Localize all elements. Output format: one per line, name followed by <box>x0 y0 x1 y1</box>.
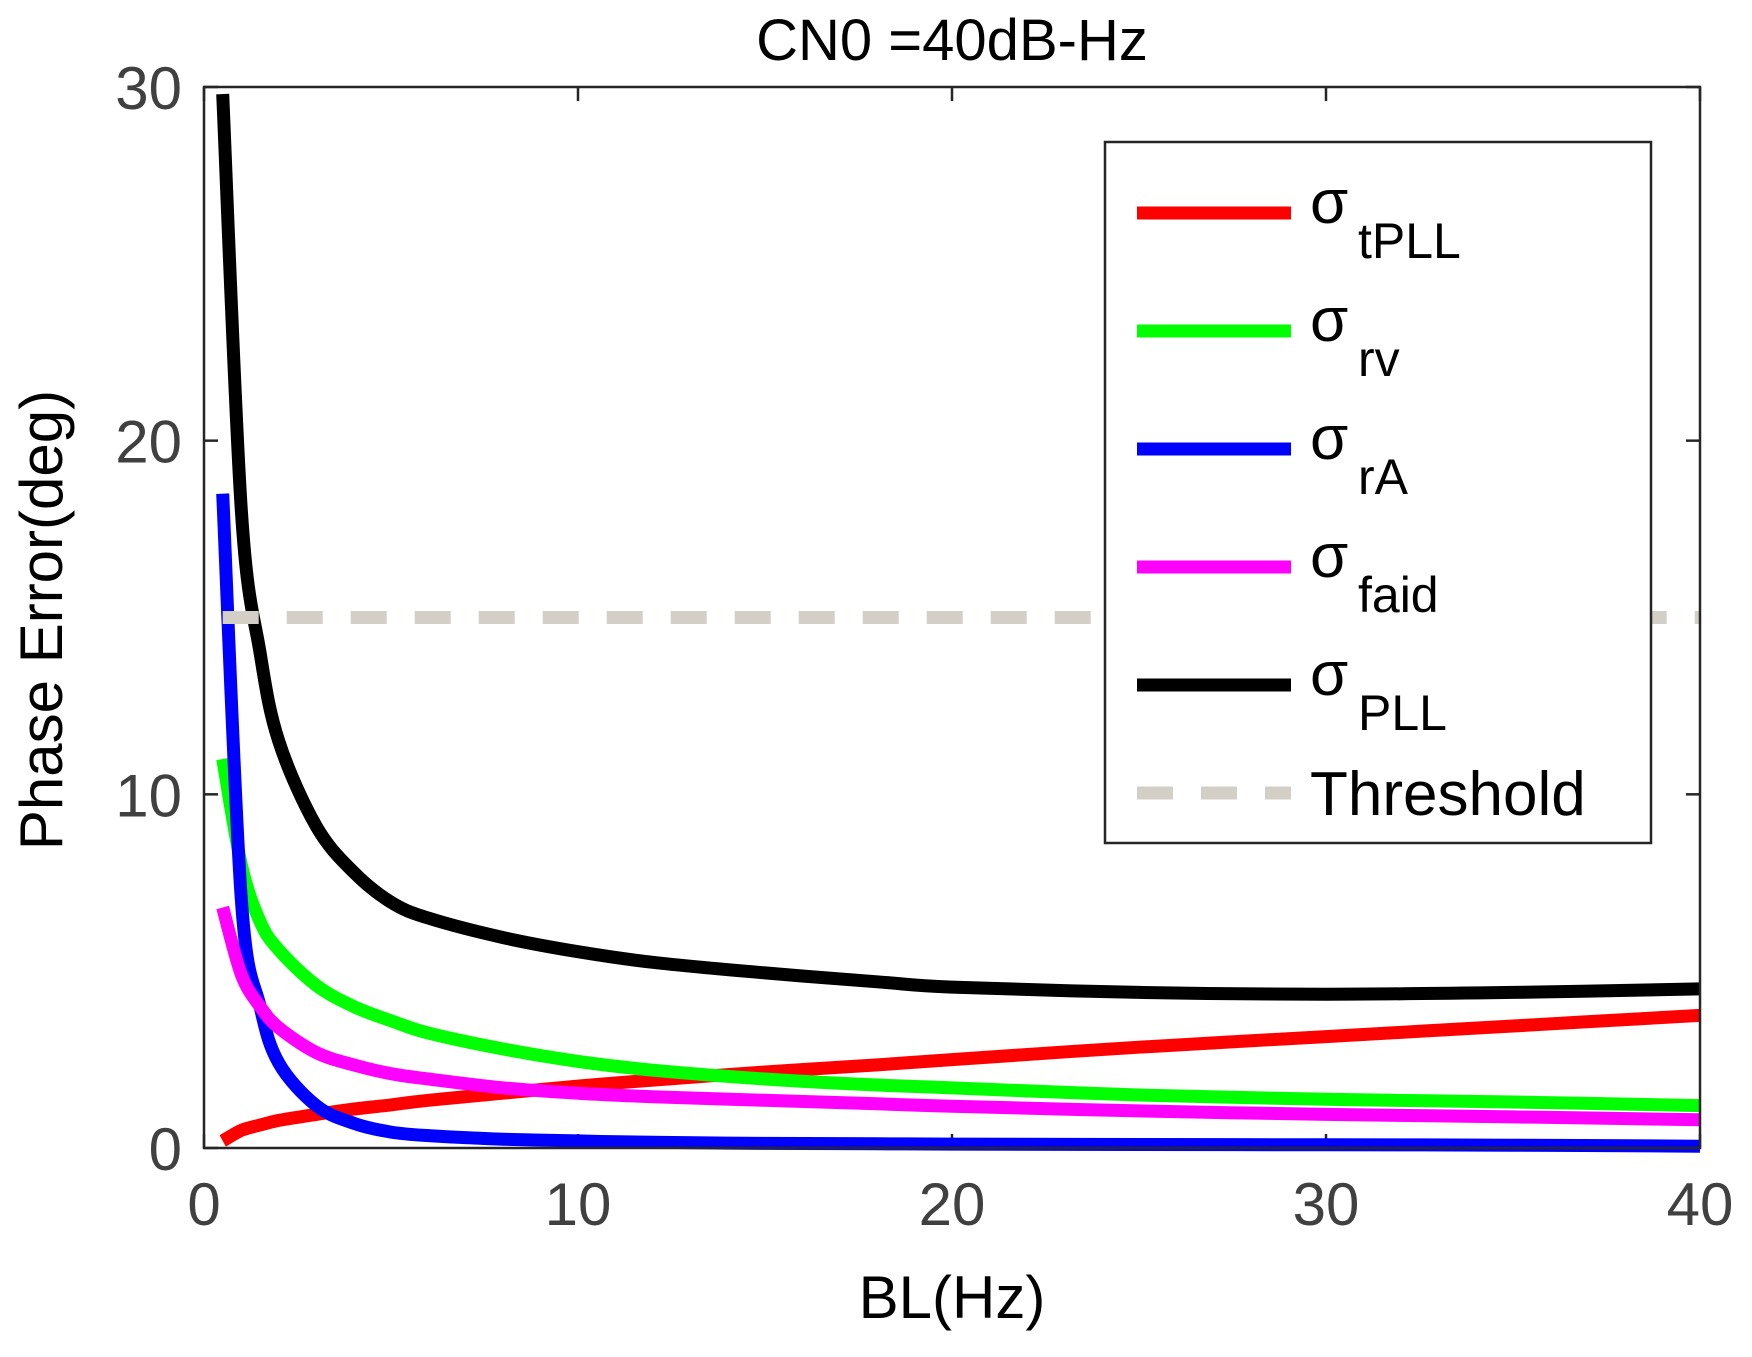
legend-subscript-pll: PLL <box>1358 685 1447 741</box>
x-tick-label: 30 <box>1293 1171 1360 1238</box>
series-line-rv <box>216 757 1701 1113</box>
plot-area-frame <box>202 85 1702 1150</box>
series-line-faid <box>216 905 1701 1127</box>
legend-subscript-tpll: tPLL <box>1358 213 1461 269</box>
axis-ticks: 0 10 20 30 40 0 10 20 30 <box>115 55 1733 1238</box>
x-tick-label: 0 <box>187 1171 220 1238</box>
legend-subscript-faid: faid <box>1358 567 1439 623</box>
legend-box <box>1103 140 1653 845</box>
y-tick-label: 0 <box>149 1116 182 1183</box>
x-tick-label: 10 <box>545 1171 612 1238</box>
series-line-tpll <box>219 1008 1701 1147</box>
y-tick-label: 20 <box>115 409 182 476</box>
x-tick-label: 40 <box>1667 1171 1734 1238</box>
y-tick-label: 30 <box>115 55 182 122</box>
legend-subscript-ra: rA <box>1358 449 1409 505</box>
y-axis-label: Phase Error(deg) <box>8 390 75 850</box>
legend-label-ra: σ <box>1310 404 1348 473</box>
chart-title: CN0 =40dB-Hz <box>756 8 1148 73</box>
legend-label-rv: σ <box>1310 286 1348 355</box>
x-tick-label: 20 <box>919 1171 986 1238</box>
legend-label-pll: σ <box>1310 640 1348 709</box>
series-line-pll <box>216 93 1701 1001</box>
y-tick-label: 10 <box>115 762 182 829</box>
legend-subscript-rv: rv <box>1358 331 1400 387</box>
x-axis-label: BL(Hz) <box>859 1264 1046 1331</box>
legend-label-tpll: σ <box>1310 168 1348 237</box>
legend-label-threshold: Threshold <box>1310 760 1586 829</box>
legend-label-faid: σ <box>1310 522 1348 591</box>
